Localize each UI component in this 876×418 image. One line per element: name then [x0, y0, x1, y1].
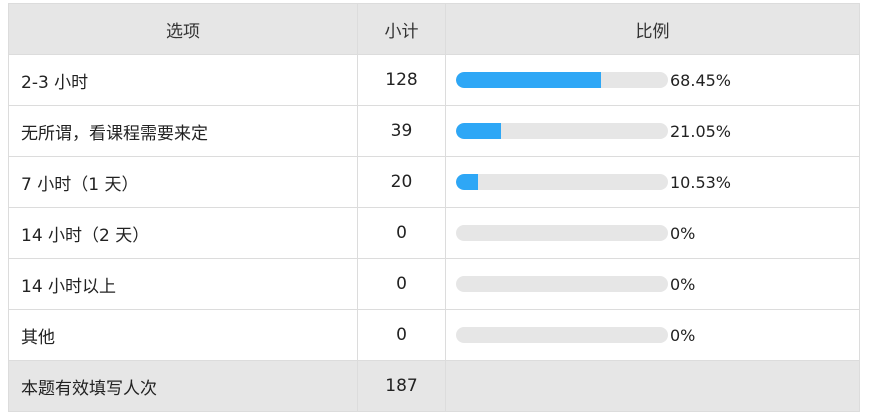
ratio-wrap: 68.45% — [456, 71, 859, 90]
header-ratio: 比例 — [445, 3, 860, 55]
table-row: 14 小时以上 0 0% — [8, 258, 860, 310]
ratio-text: 0% — [670, 274, 696, 294]
option-cell: 2-3 小时 — [8, 54, 358, 106]
count-cell: 39 — [357, 105, 446, 157]
ratio-text: 68.45% — [670, 70, 732, 90]
table-header: 选项 小计 比例 — [8, 3, 860, 55]
count-cell: 0 — [357, 309, 446, 361]
table-row: 无所谓，看课程需要来定 39 21.05% — [8, 105, 860, 157]
ratio-text: 0% — [670, 325, 696, 345]
option-cell: 其他 — [8, 309, 358, 361]
footer-row: 本题有效填写人次 187 — [8, 360, 860, 412]
ratio-cell: 0% — [445, 258, 860, 310]
ratio-wrap: 0% — [456, 326, 859, 345]
table-row: 其他 0 0% — [8, 309, 860, 361]
option-cell: 14 小时（2 天） — [8, 207, 358, 259]
ratio-wrap: 0% — [456, 275, 859, 294]
table-row: 2-3 小时 128 68.45% — [8, 54, 860, 106]
table-row: 14 小时（2 天） 0 0% — [8, 207, 860, 259]
option-cell: 无所谓，看课程需要来定 — [8, 105, 358, 157]
option-cell: 7 小时（1 天） — [8, 156, 358, 208]
footer-count: 187 — [357, 360, 446, 412]
header-row: 选项 小计 比例 — [8, 3, 860, 55]
table-row: 7 小时（1 天） 20 10.53% — [8, 156, 860, 208]
ratio-cell: 68.45% — [445, 54, 860, 106]
option-cell: 14 小时以上 — [8, 258, 358, 310]
table-body: 2-3 小时 128 68.45% 无所谓，看课程需要来定 39 2 — [8, 54, 860, 361]
progress-bar-track — [456, 174, 668, 190]
progress-bar-fill — [456, 174, 479, 190]
progress-bar-fill — [456, 123, 501, 139]
progress-bar-track — [456, 225, 668, 241]
count-cell: 20 — [357, 156, 446, 208]
count-cell: 128 — [357, 54, 446, 106]
ratio-wrap: 21.05% — [456, 122, 859, 141]
progress-bar-track — [456, 276, 668, 292]
count-cell: 0 — [357, 258, 446, 310]
survey-results-table: 选项 小计 比例 2-3 小时 128 68.45% 无所谓，看课程需要来定 3… — [8, 3, 860, 412]
ratio-text: 0% — [670, 223, 696, 243]
footer-label: 本题有效填写人次 — [8, 360, 358, 412]
progress-bar-track — [456, 327, 668, 343]
ratio-text: 21.05% — [670, 121, 732, 141]
progress-bar-fill — [456, 72, 602, 88]
ratio-wrap: 0% — [456, 224, 859, 243]
ratio-cell: 0% — [445, 309, 860, 361]
header-count: 小计 — [357, 3, 446, 55]
ratio-cell: 21.05% — [445, 105, 860, 157]
header-option: 选项 — [8, 3, 358, 55]
progress-bar-track — [456, 123, 668, 139]
ratio-cell: 0% — [445, 207, 860, 259]
count-cell: 0 — [357, 207, 446, 259]
progress-bar-track — [456, 72, 668, 88]
ratio-wrap: 10.53% — [456, 173, 859, 192]
table-footer: 本题有效填写人次 187 — [8, 360, 860, 412]
footer-empty-cell — [445, 360, 860, 412]
ratio-text: 10.53% — [670, 172, 732, 192]
ratio-cell: 10.53% — [445, 156, 860, 208]
